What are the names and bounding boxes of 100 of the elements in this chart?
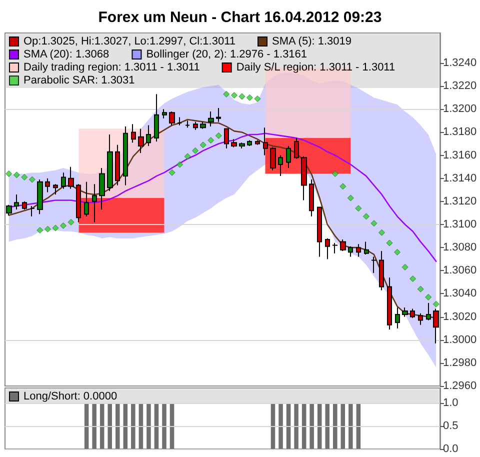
point: [394, 248, 401, 256]
candlestick: [208, 110, 214, 127]
candlestick: [30, 206, 35, 217]
point: [176, 161, 184, 168]
point: [230, 92, 238, 99]
y-tick-label: 1.3080: [443, 242, 477, 254]
point: [13, 172, 20, 178]
point: [362, 213, 370, 220]
point: [340, 183, 346, 190]
candlestick: [154, 94, 159, 142]
point: [21, 174, 28, 180]
point: [200, 142, 206, 148]
candlestick: [426, 302, 431, 321]
point: [36, 227, 44, 234]
candlestick: [76, 184, 81, 223]
point: [410, 275, 416, 282]
candlestick: [270, 146, 276, 171]
candlestick: [22, 200, 27, 210]
point: [246, 94, 253, 101]
point: [432, 300, 440, 308]
candlestick: [356, 244, 361, 258]
point: [6, 170, 12, 177]
candlestick: [53, 184, 58, 196]
candlestick: [231, 138, 237, 148]
point: [378, 229, 385, 236]
point: [347, 194, 354, 202]
legend-label: Long/Short: 0.0000: [24, 390, 118, 402]
candlestick: [185, 120, 190, 128]
candlestick: [37, 179, 43, 215]
candlestick: [123, 126, 128, 186]
point: [238, 93, 246, 100]
point: [192, 147, 199, 154]
candlestick: [286, 146, 291, 168]
point: [370, 220, 378, 227]
y-tick-label: 1.3140: [443, 172, 477, 184]
y-tick-label: 1.2960: [443, 380, 477, 392]
candlestick: [45, 178, 50, 193]
candlestick: [177, 116, 182, 126]
candlestick: [301, 156, 307, 201]
legend-label: Op:1.3025, Hi:1.3027, Lo:1.2997, Cl:1.3011: [24, 36, 236, 48]
candlestick: [418, 312, 423, 326]
legend-label: SMA (5): 1.3019: [272, 36, 352, 48]
candlestick: [309, 179, 314, 217]
point: [417, 286, 424, 292]
y-tick-label: 0.0: [443, 443, 458, 455]
point: [355, 205, 362, 212]
point: [215, 132, 222, 139]
y-tick-label: 1.3160: [443, 149, 477, 162]
candlestick: [325, 238, 330, 260]
candlestick: [99, 167, 105, 210]
candlestick: [6, 204, 12, 216]
candlestick: [115, 144, 120, 186]
point: [52, 224, 59, 232]
candlestick: [138, 128, 144, 154]
candlestick: [263, 127, 268, 156]
y-tick-label: 1.3020: [443, 310, 477, 323]
candlestick: [92, 184, 97, 223]
y-tick-label: 1.3120: [443, 195, 477, 208]
point: [168, 169, 176, 176]
y-tick-label: 1.3060: [443, 264, 477, 277]
legend-label: Parabolic SAR: 1.3031: [24, 74, 135, 86]
candlestick: [410, 308, 415, 318]
candlestick: [61, 172, 66, 190]
candlestick: [200, 121, 206, 130]
point: [386, 240, 393, 246]
point: [28, 176, 36, 183]
candlestick: [169, 110, 175, 126]
point: [425, 294, 432, 300]
candlestick: [193, 121, 198, 130]
candlestick: [433, 308, 439, 344]
candlestick: [317, 206, 322, 258]
candlestick: [224, 128, 229, 149]
candlestick: [84, 181, 89, 217]
legend-label: Bollinger (20, 2): 1.2976 - 1.3161: [146, 48, 308, 60]
candlestick: [107, 134, 113, 192]
candlestick: [332, 242, 338, 254]
candlestick: [402, 307, 408, 318]
candlestick: [131, 124, 136, 144]
candlestick: [364, 241, 369, 255]
candlestick: [14, 194, 19, 210]
y-tick-label: 1.3200: [443, 103, 477, 116]
candlestick: [278, 154, 283, 177]
point: [208, 137, 214, 144]
y-tick-label: 1.3240: [443, 56, 477, 69]
y-tick-label: 1.3000: [443, 334, 477, 346]
legend-label: Daily S/L region: 1.3011 - 1.3011: [236, 62, 396, 74]
candlestick: [247, 140, 252, 147]
point: [60, 222, 67, 229]
point: [223, 90, 230, 98]
point: [44, 226, 51, 232]
y-tick-label: 1.2980: [443, 356, 477, 369]
y-tick-label: 1.3180: [443, 126, 477, 138]
y-tick-label: 1.3040: [443, 288, 477, 300]
legend-label: SMA (20): 1.3068: [24, 48, 110, 60]
candlestick: [340, 238, 346, 252]
candlestick: [387, 277, 392, 330]
candlestick: [348, 246, 353, 258]
candlestick: [395, 307, 400, 329]
point: [254, 96, 261, 102]
candlestick: [371, 256, 377, 274]
